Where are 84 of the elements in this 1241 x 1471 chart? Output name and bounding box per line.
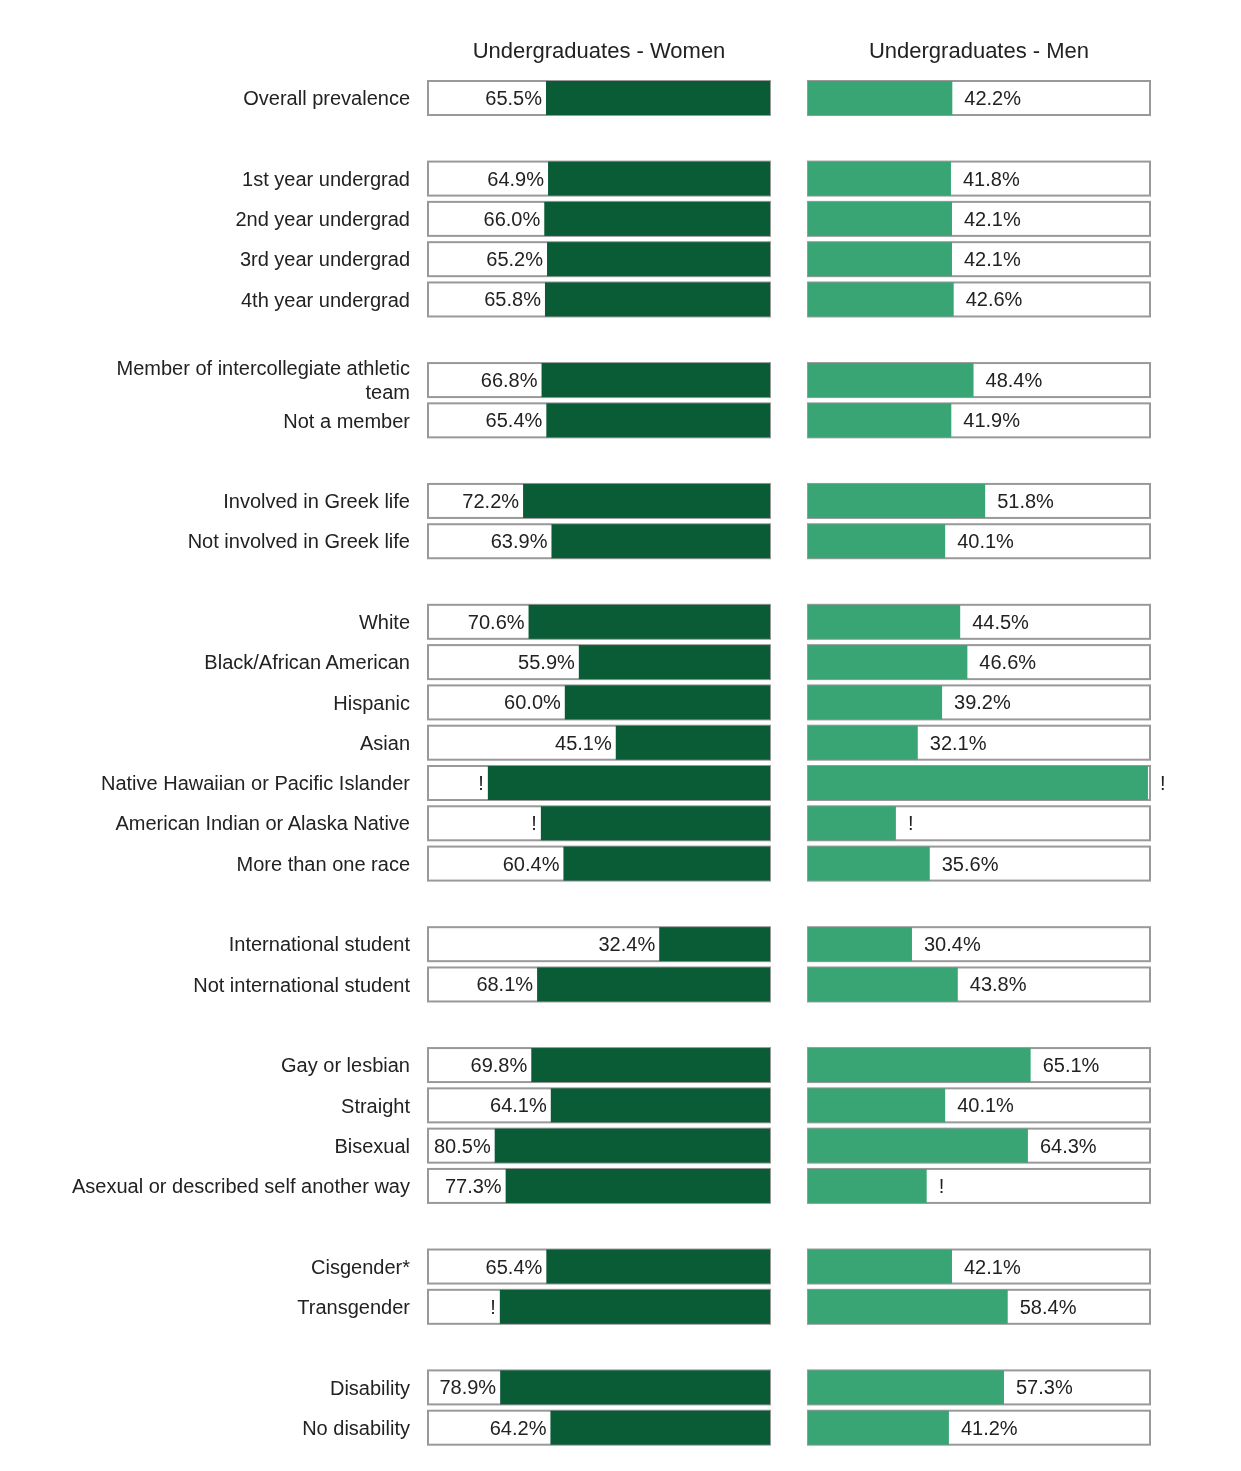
data-label: 60.0% bbox=[504, 691, 562, 714]
y-tick-label: 1st year undergrad bbox=[242, 167, 410, 190]
data-label: 30.4% bbox=[923, 933, 981, 956]
y-tick-label: Hispanic bbox=[333, 691, 410, 714]
data-label: 65.8% bbox=[484, 288, 542, 311]
y-tick-label: Not a member bbox=[283, 409, 411, 432]
y-tick-label: 2nd year undergrad bbox=[235, 208, 410, 231]
data-label: 65.4% bbox=[485, 409, 543, 432]
data-label: 64.1% bbox=[490, 1094, 547, 1117]
data-label: 80.5% bbox=[433, 1134, 491, 1157]
data-label: 58.4% bbox=[1019, 1295, 1077, 1318]
data-label: 43.8% bbox=[969, 973, 1027, 996]
data-label: ! bbox=[1159, 772, 1166, 794]
data-label: 44.5% bbox=[972, 610, 1030, 633]
data-label: 51.8% bbox=[997, 489, 1055, 512]
bar bbox=[808, 927, 912, 962]
chart-title: Undergraduates - Men bbox=[867, 38, 1091, 65]
data-label: 57.3% bbox=[1015, 1376, 1073, 1399]
y-tick-label: Bisexual bbox=[334, 1134, 410, 1157]
data-label: 64.3% bbox=[1039, 1134, 1097, 1157]
data-label: ! bbox=[938, 1174, 945, 1197]
y-tick-label: Cisgender* bbox=[311, 1255, 411, 1278]
data-label: 65.5% bbox=[485, 87, 543, 109]
data-label: 70.6% bbox=[467, 610, 525, 633]
y-tick-label: 3rd year undergrad bbox=[239, 248, 410, 271]
bar bbox=[659, 927, 770, 962]
data-label: 41.9% bbox=[963, 409, 1021, 432]
data-label: ! bbox=[907, 812, 914, 835]
data-label: 72.2% bbox=[462, 489, 520, 512]
data-label: 42.1% bbox=[963, 1255, 1021, 1278]
y-tick-label: More than one race bbox=[236, 852, 410, 875]
data-label: 42.1% bbox=[963, 207, 1021, 230]
data-label: 77.3% bbox=[444, 1174, 502, 1197]
data-label: 35.6% bbox=[941, 852, 999, 875]
y-tick-label: American Indian or Alaska Native bbox=[115, 812, 410, 835]
y-tick-label: 4th year undergrad bbox=[240, 288, 410, 311]
data-label: 60.4% bbox=[502, 852, 560, 875]
chart-title: Undergraduates - Women bbox=[471, 38, 727, 65]
y-tick-label: Not involved in Greek life bbox=[187, 530, 410, 553]
data-label: 48.4% bbox=[985, 369, 1043, 392]
data-label: 41.2% bbox=[960, 1416, 1018, 1439]
data-label: 41.8% bbox=[962, 167, 1020, 190]
data-label: 65.4% bbox=[485, 1255, 543, 1278]
data-label: 40.1% bbox=[957, 530, 1015, 553]
data-label: 65.2% bbox=[486, 248, 544, 271]
y-tick-label: Gay or lesbian bbox=[281, 1054, 410, 1077]
y-tick-label: Straight bbox=[341, 1094, 411, 1117]
y-tick-label: Involved in Greek life bbox=[223, 490, 410, 513]
data-label: 66.0% bbox=[483, 207, 541, 230]
data-label: 42.6% bbox=[965, 288, 1023, 311]
data-label: 46.6% bbox=[979, 651, 1037, 674]
data-label: 45.1% bbox=[555, 731, 612, 754]
data-label: 69.8% bbox=[470, 1054, 528, 1077]
data-label: 68.1% bbox=[476, 973, 534, 996]
data-label: 32.1% bbox=[929, 731, 987, 754]
data-label: 55.9% bbox=[518, 651, 576, 674]
data-label: 63.9% bbox=[490, 530, 548, 553]
data-label: 39.2% bbox=[954, 691, 1011, 714]
data-label: ! bbox=[490, 1295, 496, 1318]
data-label: 42.1% bbox=[963, 248, 1021, 271]
data-label: 32.4% bbox=[598, 933, 656, 956]
bar bbox=[808, 725, 918, 760]
data-label: 65.1% bbox=[1042, 1054, 1100, 1077]
data-label: 40.1% bbox=[957, 1094, 1015, 1117]
data-label: 78.9% bbox=[439, 1376, 497, 1399]
y-tick-label: Black/African American bbox=[204, 651, 410, 674]
data-label: 64.2% bbox=[489, 1416, 547, 1439]
data-label: ! bbox=[531, 812, 537, 835]
data-label: 64.9% bbox=[487, 167, 545, 190]
y-tick-label: Asexual or described self another way bbox=[72, 1175, 410, 1198]
y-tick-label: Member of intercollegiate athletic team bbox=[116, 357, 410, 404]
y-tick-label: Native Hawaiian or Pacific Islander bbox=[100, 772, 411, 795]
bar bbox=[808, 806, 896, 841]
y-tick-label: White bbox=[358, 610, 410, 633]
y-tick-label: Not international student bbox=[193, 973, 411, 996]
data-label: 66.8% bbox=[480, 369, 538, 392]
data-label: 42.2% bbox=[964, 87, 1022, 109]
y-tick-label: International student bbox=[228, 933, 411, 956]
y-tick-label: Overall prevalence bbox=[243, 87, 410, 110]
y-tick-label: Asian bbox=[359, 731, 410, 754]
data-label: ! bbox=[478, 772, 484, 794]
y-tick-label: No disability bbox=[302, 1416, 410, 1439]
y-tick-label: Disability bbox=[329, 1376, 410, 1399]
y-tick-label: Transgender bbox=[297, 1295, 411, 1318]
